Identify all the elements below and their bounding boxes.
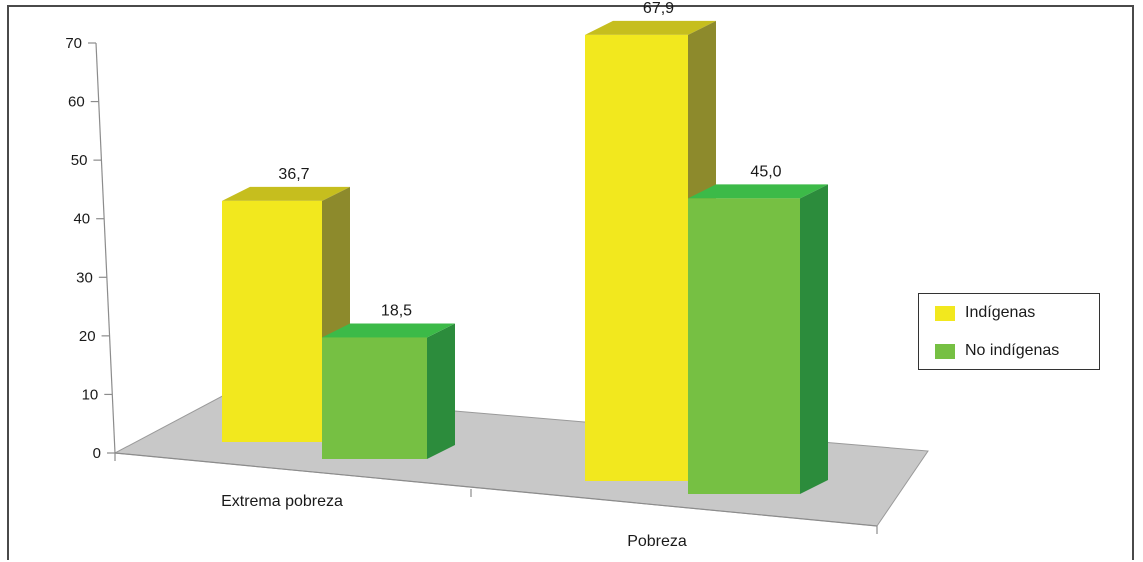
bar-value-label: 67,9 (643, 0, 674, 17)
bar-top (222, 186, 350, 201)
legend-item-indigenas: Indígenas (935, 304, 1035, 322)
legend-item-no-indigenas: No indígenas (935, 342, 1059, 360)
bar-no-indigenas-1 (688, 184, 828, 494)
y-tick-label: 20 (79, 328, 96, 345)
category-label: Pobreza (627, 533, 687, 550)
bar-top (688, 184, 828, 199)
bar-top (322, 323, 455, 338)
y-tick-label: 50 (71, 152, 88, 169)
bar-no-indigenas-0 (322, 323, 455, 459)
bar-front (222, 200, 322, 442)
legend-swatch-indigenas (935, 305, 955, 321)
bar-value-label: 18,5 (381, 302, 412, 319)
y-tick-label: 40 (73, 211, 90, 228)
legend-label-no-indigenas: No indígenas (965, 342, 1060, 359)
bar-top (585, 20, 716, 35)
chart-frame (7, 5, 1134, 560)
x-axis-line (114, 452, 878, 527)
y-tick-label: 60 (68, 94, 85, 111)
bar-side (800, 184, 828, 494)
bar-front (322, 337, 427, 459)
y-tick-label: 70 (65, 35, 82, 52)
y-tick-label: 0 (93, 445, 101, 462)
legend-label-indigenas: Indígenas (965, 304, 1036, 321)
y-tick-label: 30 (76, 269, 93, 286)
category-label: Extrema pobreza (221, 493, 343, 510)
y-axis-line (95, 42, 116, 454)
chart-legend: Indígenas No indígenas (918, 293, 1100, 370)
bar-value-label: 45,0 (750, 163, 781, 180)
bar-side (427, 323, 455, 459)
y-tick-label: 10 (82, 386, 99, 403)
legend-swatch-no-indigenas (935, 343, 955, 359)
bar-value-label: 36,7 (278, 166, 309, 183)
bar-front (585, 34, 688, 481)
bar-front (688, 198, 800, 494)
